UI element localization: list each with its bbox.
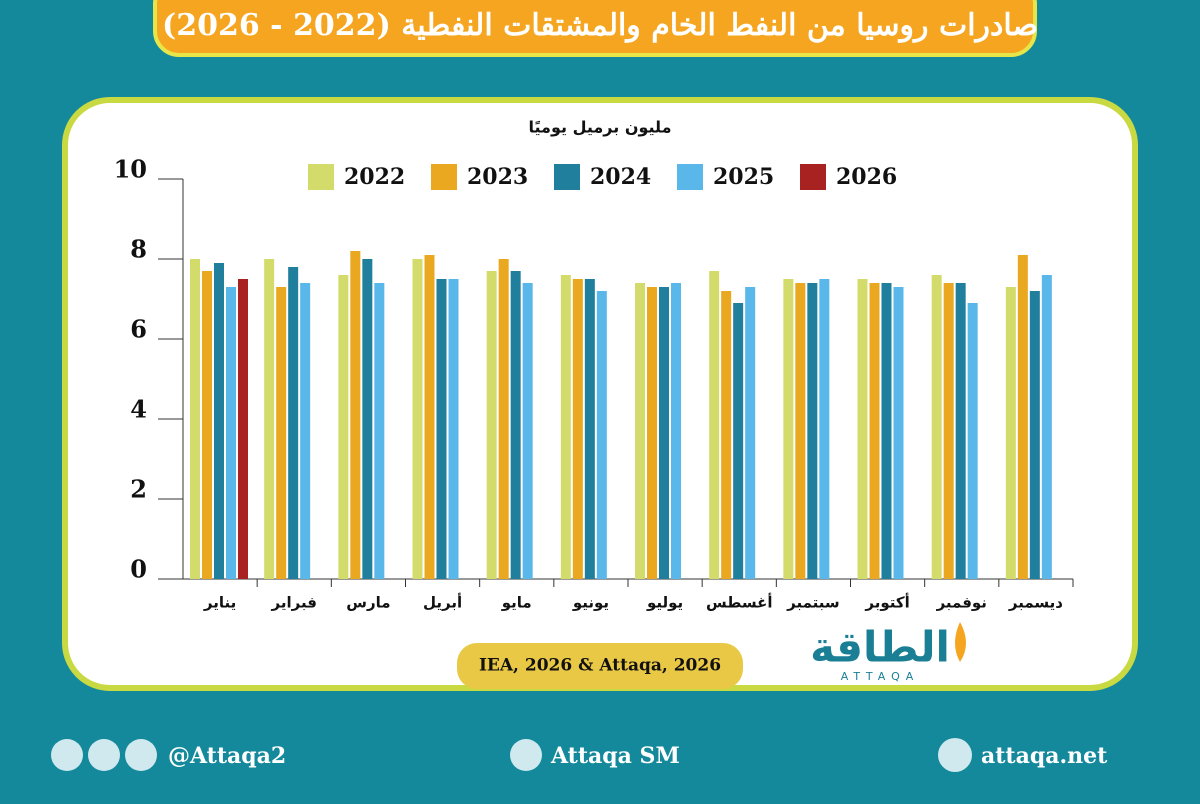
bar xyxy=(819,279,830,579)
bar xyxy=(745,287,756,579)
bar xyxy=(967,303,978,579)
globe-icon[interactable] xyxy=(938,738,972,772)
bar xyxy=(276,287,287,579)
bar xyxy=(214,263,224,579)
bar xyxy=(807,283,818,579)
bar xyxy=(709,271,720,579)
logo-icon xyxy=(955,622,966,662)
bar xyxy=(412,259,423,579)
x-tick-label: ديسمبر xyxy=(1008,594,1063,612)
legend-label: 2026 xyxy=(836,164,897,190)
bar xyxy=(1005,287,1016,579)
bar xyxy=(424,255,435,579)
bar xyxy=(264,259,275,579)
instagram-icon[interactable] xyxy=(88,739,120,771)
bar xyxy=(448,279,459,579)
x-tick-label: يناير xyxy=(203,594,236,612)
bar xyxy=(498,259,509,579)
bar xyxy=(943,283,954,579)
bar xyxy=(226,287,236,579)
bar xyxy=(238,279,248,579)
bar xyxy=(510,271,521,579)
bar xyxy=(783,279,794,579)
legend-label: 2024 xyxy=(590,164,651,190)
y-tick-label: 2 xyxy=(130,475,147,504)
x-tick-label: أكتوبر xyxy=(864,593,909,612)
bar xyxy=(1029,291,1040,579)
social-handle: @Attaqa2 xyxy=(168,743,286,769)
y-tick-label: 4 xyxy=(130,395,147,424)
title-banner xyxy=(153,0,1037,57)
bar xyxy=(300,283,311,579)
bar xyxy=(486,271,497,579)
bar xyxy=(931,275,942,579)
legend-swatch xyxy=(800,164,826,190)
bar xyxy=(869,283,880,579)
bar xyxy=(659,287,669,579)
legend-swatch xyxy=(431,164,457,190)
bar xyxy=(893,287,904,579)
bar xyxy=(202,271,212,579)
bar xyxy=(1017,255,1028,579)
y-tick-label: 10 xyxy=(114,155,147,184)
y-axis-label: مليون برميل يوميًا xyxy=(529,118,672,137)
chart-title: صادرات روسيا من النفط الخام والمشتقات ال… xyxy=(162,8,1038,43)
x-tick-label: أبريل xyxy=(423,593,462,612)
y-tick-label: 6 xyxy=(130,315,147,344)
logo-text: الطاقة xyxy=(810,623,950,672)
youtube-icon[interactable] xyxy=(510,739,542,771)
bar xyxy=(881,283,892,579)
bar xyxy=(795,283,806,579)
bar xyxy=(362,259,373,579)
bar xyxy=(635,283,645,579)
x-tick-label: مايو xyxy=(501,594,532,612)
bar xyxy=(857,279,868,579)
source-box xyxy=(457,643,743,689)
x-tick-label: أغسطس xyxy=(706,593,772,612)
bar xyxy=(955,283,966,579)
bar xyxy=(584,279,595,579)
source: IEA, 2026 & Attaqa, 2026 xyxy=(479,656,721,676)
bar xyxy=(560,275,571,579)
legend-label: 2023 xyxy=(467,164,528,190)
bar xyxy=(721,291,732,579)
bar xyxy=(436,279,447,579)
bar xyxy=(522,283,533,579)
legend-swatch xyxy=(554,164,580,190)
bar xyxy=(647,287,657,579)
x-tick-label: يونيو xyxy=(572,594,609,612)
x-tick-label: نوفمبر xyxy=(936,594,987,612)
legend-swatch xyxy=(308,164,334,190)
y-tick-label: 8 xyxy=(130,235,147,264)
legend-swatch xyxy=(677,164,703,190)
logo-latin: ATTAQA xyxy=(841,670,920,683)
bar xyxy=(596,291,607,579)
x-tick-label: يوليو xyxy=(646,594,683,612)
x-tick-label: سبتمبر xyxy=(786,594,840,612)
legend-label: 2025 xyxy=(713,164,774,190)
x-tick-label: فبراير xyxy=(271,594,317,612)
bar xyxy=(733,303,744,579)
bar xyxy=(1041,275,1052,579)
bar xyxy=(671,283,681,579)
bar xyxy=(572,279,583,579)
x-tick-label: مارس xyxy=(346,594,390,612)
facebook-icon[interactable] xyxy=(125,739,157,771)
bar xyxy=(374,283,385,579)
x-icon[interactable] xyxy=(51,739,83,771)
website: attaqa.net xyxy=(981,743,1108,769)
bar xyxy=(338,275,349,579)
y-tick-label: 0 xyxy=(130,555,147,584)
youtube-handle: Attaqa SM xyxy=(550,743,680,769)
bar xyxy=(288,267,299,579)
legend-label: 2022 xyxy=(344,164,405,190)
bar xyxy=(190,259,200,579)
bar xyxy=(350,251,361,579)
